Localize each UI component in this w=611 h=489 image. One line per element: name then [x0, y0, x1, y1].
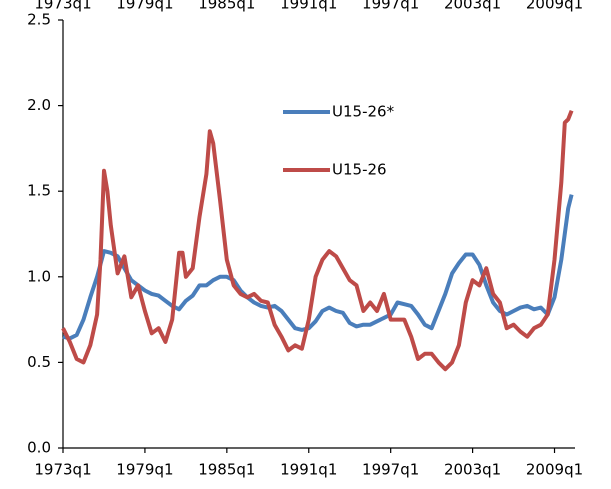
x-tick-label: 1991q1 [280, 461, 337, 479]
x-tick-label: 1973q1 [34, 461, 91, 479]
x-tick-label-top: 1985q1 [198, 0, 255, 13]
y-tick-label: 0.0 [27, 439, 51, 457]
legend-label: U15-26* [332, 103, 395, 121]
series-line [62, 194, 574, 341]
x-tick-label-top: 2003q1 [444, 0, 501, 13]
x-tick-label: 1979q1 [116, 461, 173, 479]
x-tick-label-top: 1991q1 [280, 0, 337, 13]
y-tick-label: 1.5 [27, 182, 51, 200]
x-tick-label-top: 1979q1 [116, 0, 173, 13]
x-tick-label: 2003q1 [444, 461, 501, 479]
y-tick-label: 0.5 [27, 353, 51, 371]
y-tick-label: 2.5 [27, 11, 51, 29]
series-line [61, 109, 574, 372]
x-tick-label-top: 1997q1 [362, 0, 419, 13]
y-tick-label: 1.0 [27, 267, 51, 285]
x-tick-label: 1997q1 [362, 461, 419, 479]
y-tick-label: 2.0 [27, 96, 51, 114]
x-tick-label-top: 1973q1 [34, 0, 91, 13]
x-tick-label-top: 2009q1 [526, 0, 583, 13]
x-tick-label: 2009q1 [526, 461, 583, 479]
x-tick-label: 1985q1 [198, 461, 255, 479]
legend-label: U15-26 [332, 161, 387, 179]
